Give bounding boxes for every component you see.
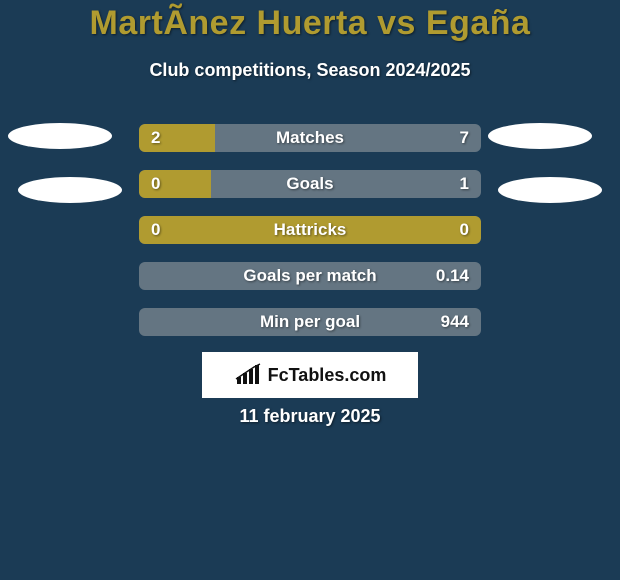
- stat-row-label: Min per goal: [139, 312, 481, 332]
- logo-box: FcTables.com: [202, 352, 418, 398]
- infographic-canvas: MartÃ­nez Huerta vs Egaña Club competiti…: [0, 0, 620, 580]
- stat-row-right-value: 1: [460, 174, 469, 194]
- stat-row-right-value: 0: [460, 220, 469, 240]
- decorative-ellipse: [488, 123, 592, 149]
- bar-chart-icon: [234, 363, 262, 387]
- stat-row-right-value: 0.14: [436, 266, 469, 286]
- stat-row-right-value: 944: [441, 312, 469, 332]
- stat-row-label: Goals per match: [139, 266, 481, 286]
- stat-row: Min per goal944: [139, 308, 481, 336]
- stat-row-left-value: 0: [151, 174, 160, 194]
- stat-row: Goals0 1: [139, 170, 481, 198]
- decorative-ellipse: [8, 123, 112, 149]
- subtitle: Club competitions, Season 2024/2025: [0, 60, 620, 81]
- stat-row-label: Matches: [139, 128, 481, 148]
- decorative-ellipse: [18, 177, 122, 203]
- stat-row-label: Hattricks: [139, 220, 481, 240]
- stat-row: Matches2 7: [139, 124, 481, 152]
- logo-text: FcTables.com: [268, 365, 387, 386]
- date-label: 11 february 2025: [0, 406, 620, 427]
- stat-row: Goals per match0.14: [139, 262, 481, 290]
- stat-row-left-value: 2: [151, 128, 160, 148]
- decorative-ellipse: [498, 177, 602, 203]
- stat-row-left-value: 0: [151, 220, 160, 240]
- stat-row-right-value: 7: [460, 128, 469, 148]
- page-title: MartÃ­nez Huerta vs Egaña: [0, 4, 620, 43]
- stat-rows: Matches27Goals01Hattricks00Goals per mat…: [139, 124, 481, 354]
- stat-row: Hattricks0 0: [139, 216, 481, 244]
- stat-row-label: Goals: [139, 174, 481, 194]
